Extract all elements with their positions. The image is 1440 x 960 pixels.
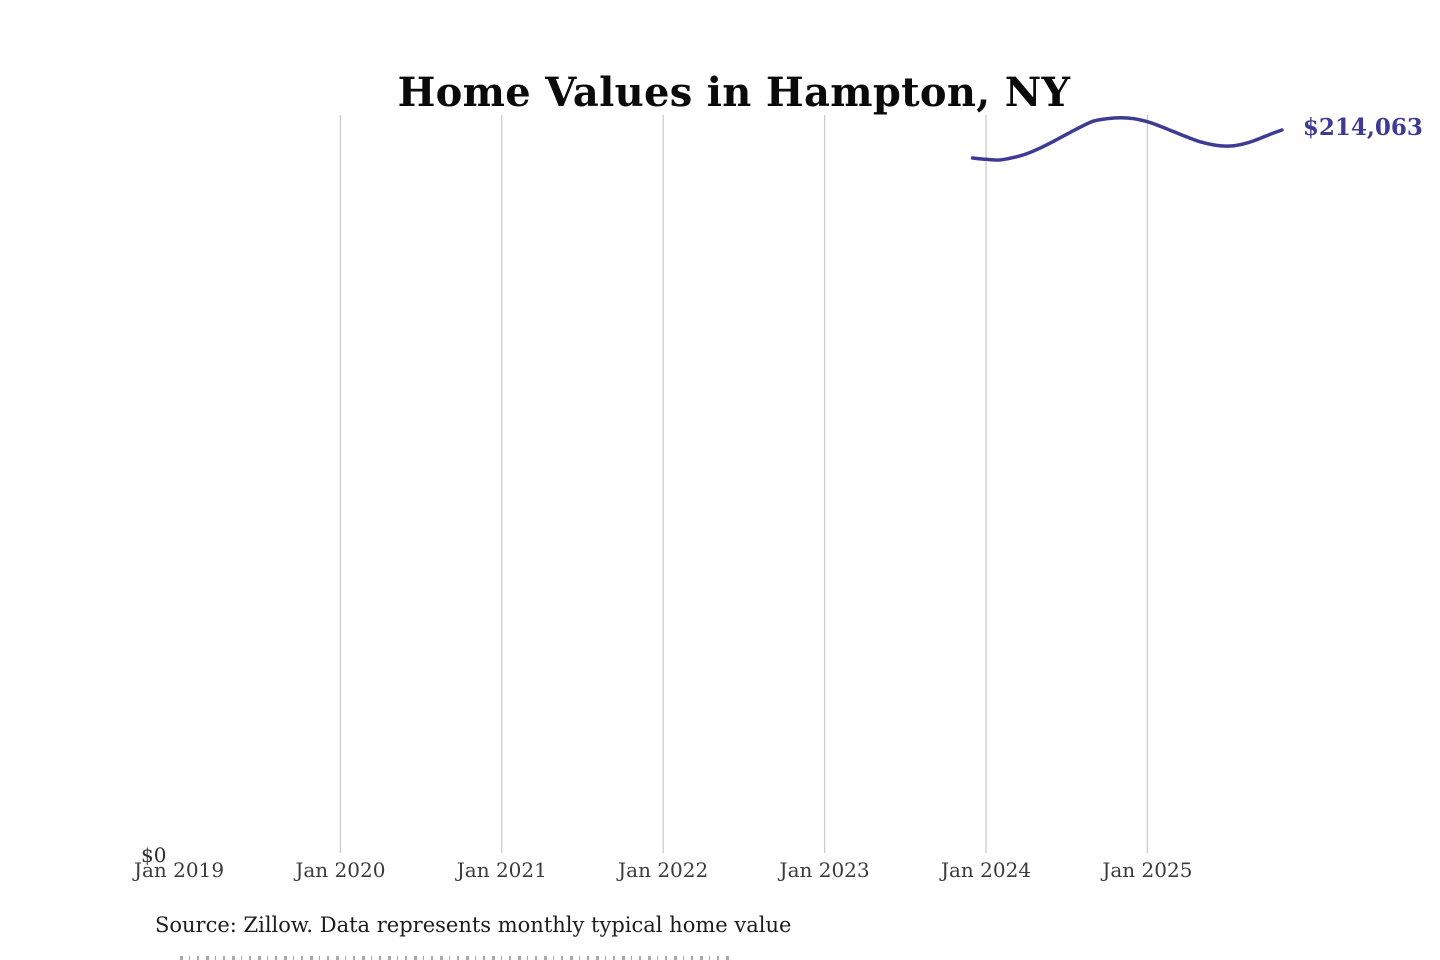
x-axis-label: Jan 2022 — [618, 858, 709, 882]
chart-title: Home Values in Hampton, NY — [397, 68, 1071, 116]
current-value-label: $214,063 — [1302, 114, 1423, 141]
x-axis-label: Jan 2025 — [1102, 858, 1193, 882]
x-axis-label: Jan 2021 — [456, 858, 547, 882]
x-axis-label: Jan 2023 — [779, 858, 870, 882]
clipped-text-remnant — [180, 956, 732, 960]
x-axis-label: Jan 2020 — [295, 858, 386, 882]
y-axis-zero-label: $0 — [141, 843, 167, 867]
home-value-line — [970, 115, 1284, 162]
year-gridlines — [339, 115, 1149, 853]
x-axis-label: Jan 2019 — [133, 858, 225, 882]
source-note: Source: Zillow. Data represents monthly … — [155, 913, 792, 937]
x-axis-label: Jan 2024 — [940, 858, 1032, 882]
